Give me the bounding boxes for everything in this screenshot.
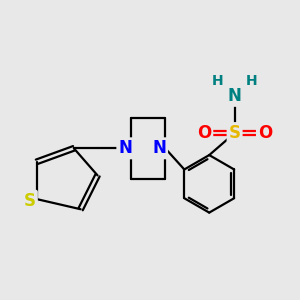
Text: N: N [118, 139, 132, 157]
Text: S: S [24, 192, 36, 210]
Text: H: H [246, 74, 257, 88]
Text: O: O [258, 124, 272, 142]
Text: S: S [229, 124, 241, 142]
Text: N: N [152, 139, 166, 157]
Text: H: H [212, 74, 224, 88]
Text: N: N [228, 87, 242, 105]
Text: O: O [197, 124, 211, 142]
